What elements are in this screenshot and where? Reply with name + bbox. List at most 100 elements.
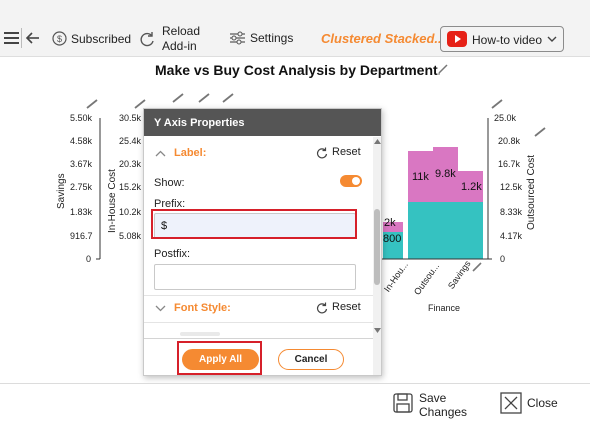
scroll-up-icon[interactable] xyxy=(374,139,381,144)
right-axis2-title: Outsourced Cost xyxy=(526,154,537,230)
left-axis1-line xyxy=(96,118,101,260)
tick-label: 0 xyxy=(86,254,92,264)
tick-label: 916.7 xyxy=(70,231,93,241)
save-label-line1: Save xyxy=(419,391,447,405)
save-disk-icon xyxy=(393,393,413,413)
show-toggle[interactable] xyxy=(340,175,362,187)
prefix-label: Prefix: xyxy=(154,198,186,210)
bar-segment-teal xyxy=(458,202,483,259)
y-axis-properties-dialog: Y Axis Properties Label: Reset Show: Pre… xyxy=(143,108,382,376)
x-group-label: Finance xyxy=(428,303,461,313)
tick-label: 0 xyxy=(500,254,506,264)
bar-segment-teal xyxy=(383,232,403,259)
tick-label: 15.2k xyxy=(119,182,142,192)
edit-axis-icon[interactable] xyxy=(134,99,146,109)
edit-title-icon[interactable] xyxy=(437,63,449,75)
bar-segment-teal xyxy=(408,202,433,259)
close-button[interactable]: Close xyxy=(500,392,560,416)
close-label: Close xyxy=(527,396,558,410)
tick-label: 5.50k xyxy=(70,113,93,123)
bar-segment-magenta xyxy=(458,171,483,202)
label-reset-button[interactable]: Reset xyxy=(332,146,361,158)
partial-bar-label: 2k xyxy=(384,217,396,229)
tick-label: 30.5k xyxy=(119,113,142,123)
left-axis2-title: In-House Cost xyxy=(107,169,118,233)
bar-segment-magenta xyxy=(433,147,458,202)
youtube-icon xyxy=(447,31,467,47)
reload-addin-button[interactable]: Reload Add-in xyxy=(138,23,210,53)
bar-segment-magenta xyxy=(408,151,433,202)
apply-highlight-box xyxy=(177,341,262,375)
tick-label: 5.08k xyxy=(119,231,142,241)
toolbar: $ Subscribed Reload Add-in Settings Clus… xyxy=(0,0,590,57)
tick-label: 8.33k xyxy=(500,207,523,217)
tick-label: 20.8k xyxy=(498,136,521,146)
chevron-down-icon[interactable] xyxy=(547,36,557,43)
font-reset-button[interactable]: Reset xyxy=(332,301,361,313)
chart-title: Make vs Buy Cost Analysis by Department xyxy=(155,62,438,78)
cancel-button[interactable]: Cancel xyxy=(278,349,344,370)
footer-divider xyxy=(144,338,381,339)
divider xyxy=(144,295,373,296)
howto-video-button[interactable]: How-to video xyxy=(440,26,564,52)
show-label: Show: xyxy=(154,177,185,189)
edit-axis-icon[interactable] xyxy=(86,99,98,109)
reload-label-line1: Reload xyxy=(162,24,201,38)
back-arrow-icon[interactable] xyxy=(25,30,41,46)
sliders-icon xyxy=(230,31,245,45)
x-tick-label: Outsou... xyxy=(412,261,442,297)
tick-label: 10.2k xyxy=(119,207,142,217)
tick-label: 16.7k xyxy=(498,159,521,169)
subscribed-button[interactable]: $ Subscribed xyxy=(50,29,132,49)
reset-icon[interactable] xyxy=(316,147,328,159)
save-changes-button[interactable]: Save Changes xyxy=(393,392,473,428)
tick-label: 20.3k xyxy=(119,159,142,169)
partial-bar-label: 800 xyxy=(383,233,402,245)
prefix-highlight-box xyxy=(151,209,357,239)
scroll-down-icon[interactable] xyxy=(374,328,381,333)
tick-label: 3.67k xyxy=(70,159,93,169)
settings-label: Settings xyxy=(250,31,294,45)
left-axis1-title: Savings xyxy=(56,173,67,209)
divider xyxy=(144,322,373,323)
edit-label-icon[interactable] xyxy=(472,262,482,272)
chevron-down-icon[interactable] xyxy=(155,305,166,312)
subscribed-label: Subscribed xyxy=(71,32,132,46)
reload-icon xyxy=(140,32,154,47)
x-tick-label: Savings xyxy=(446,258,473,291)
edit-axis-icon[interactable] xyxy=(198,93,210,103)
tick-label: 12.5k xyxy=(500,182,523,192)
toolbar-divider xyxy=(21,28,22,48)
tick-label: 4.17k xyxy=(500,231,523,241)
edit-axis-icon[interactable] xyxy=(491,99,503,109)
edit-axis-icon[interactable] xyxy=(222,93,234,103)
dialog-title: Y Axis Properties xyxy=(144,109,381,136)
bar-data-label: 9.8k xyxy=(435,168,456,180)
font-style-section-title: Font Style: xyxy=(174,302,231,314)
font-style-section-header[interactable]: Font Style: Reset xyxy=(144,295,377,321)
settings-button[interactable]: Settings xyxy=(228,28,298,48)
label-section-title: Label: xyxy=(174,147,207,159)
edit-axis-icon[interactable] xyxy=(534,127,546,137)
chevron-up-icon[interactable] xyxy=(155,150,166,157)
bar-data-label: 11k xyxy=(412,171,429,183)
dialog-scrollbar-thumb[interactable] xyxy=(374,209,380,285)
tick-label: 1.83k xyxy=(70,207,93,217)
postfix-label: Postfix: xyxy=(154,248,191,260)
menu-icon[interactable] xyxy=(4,31,19,45)
howto-video-label: How-to video xyxy=(472,33,543,47)
label-section-header[interactable]: Label: Reset xyxy=(144,140,377,166)
bar-segment-magenta xyxy=(383,222,403,232)
right-axis-line xyxy=(487,118,492,260)
reset-icon[interactable] xyxy=(316,302,328,314)
footer-bar: Save Changes Close xyxy=(0,383,590,439)
reload-label-line2: Add-in xyxy=(162,39,197,53)
chart-type-label[interactable]: Clustered Stacked... xyxy=(321,31,446,46)
dollar-circle-icon: $ xyxy=(52,31,67,46)
edit-axis-icon[interactable] xyxy=(172,93,184,103)
save-label-line2: Changes xyxy=(419,405,468,419)
postfix-input[interactable] xyxy=(154,264,356,290)
apply-all-button[interactable]: Apply All xyxy=(182,349,259,370)
tick-label: 25.0k xyxy=(494,113,517,123)
tick-label: 25.4k xyxy=(119,136,142,146)
